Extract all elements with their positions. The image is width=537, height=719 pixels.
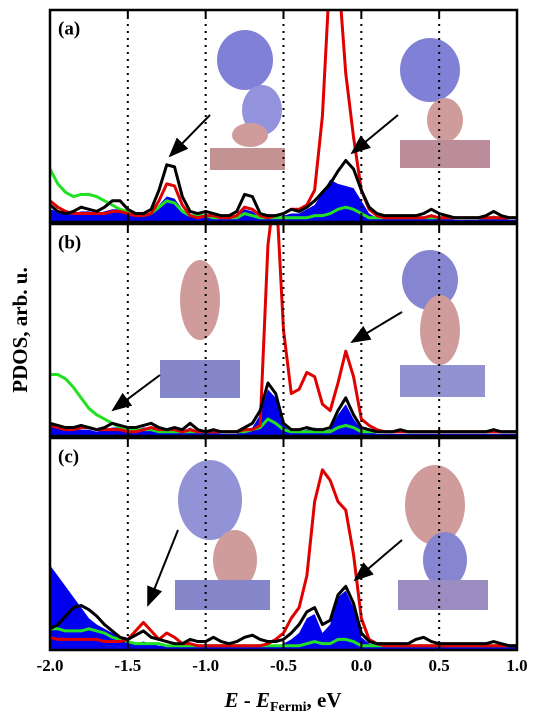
panel-frame [48,436,519,652]
x-axis-label: E - EFermi, eV [223,688,341,715]
x-axis-label-part: E [223,688,238,712]
x-axis-label-part: , eV [307,688,342,712]
molecule-image [160,30,490,610]
x-tick-label: 0.5 [429,656,450,675]
x-tick-label: 1.0 [506,656,527,675]
area [50,179,517,222]
arrows [111,114,403,607]
x-axis-label-part: Fermi [270,700,307,715]
x-tick-label: -0.5 [270,656,297,675]
x-tick-label: -1.0 [192,656,219,675]
y-axis-label: PDOS, arb. u. [8,267,32,392]
panel-label: (a) [58,18,80,39]
x-tick-label: -2.0 [37,656,64,675]
area [50,389,517,436]
x-axis-label-part: E [255,688,270,712]
panel-frame [48,8,519,224]
panel-label: (c) [58,446,79,467]
panel-frame [48,222,519,438]
panel-label: (b) [58,232,81,253]
frames: (a)(b)PDOS, arb. u.-2.0 -1.5 -1.0 -0.5 0.0 0.… [8,8,528,715]
x-axis-label-part: - [238,688,256,712]
area [50,565,517,650]
x-tick-label: 0.0 [351,656,372,675]
x-tick-label: -1.5 [114,656,141,675]
